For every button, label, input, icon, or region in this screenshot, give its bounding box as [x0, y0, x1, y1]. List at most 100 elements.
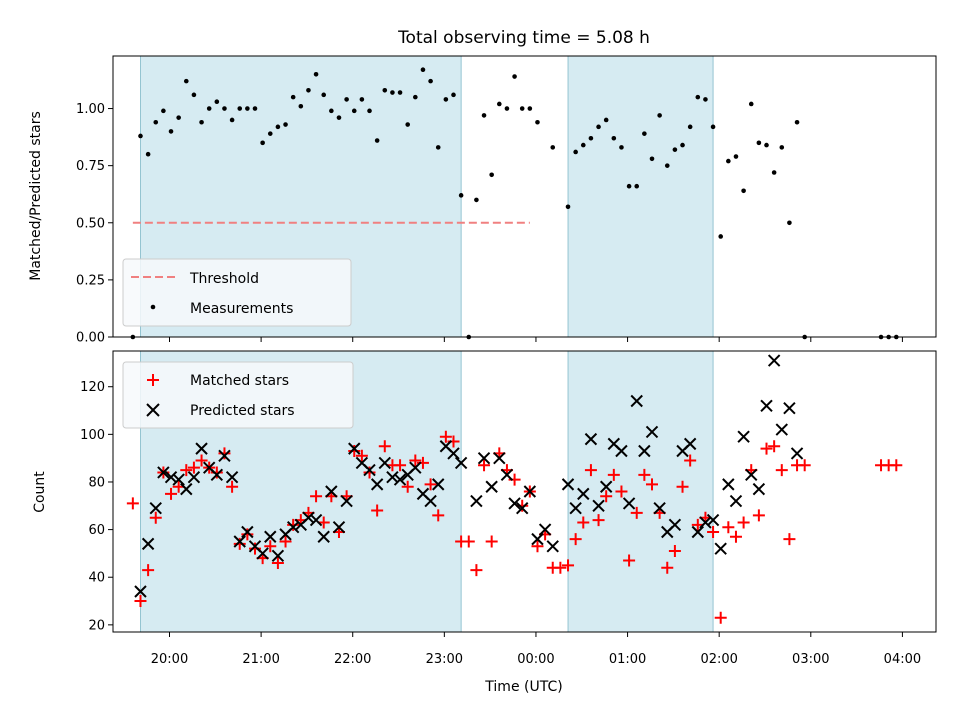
predicted-star-marker [470, 494, 483, 508]
matched-star-marker [187, 461, 200, 474]
predicted-star-marker [210, 468, 224, 482]
top-y-axis-label: Matched/Predicted stars [28, 111, 44, 281]
top-x-ticks [168, 337, 903, 342]
predicted-star-marker [302, 511, 315, 524]
predicted-star-marker [134, 585, 147, 598]
measurement-point [367, 108, 372, 114]
measurement-point [275, 124, 281, 130]
predicted-star-marker [745, 468, 758, 482]
matched-star-marker [134, 595, 147, 608]
matched-star-marker [661, 561, 674, 574]
predicted-star-marker [264, 530, 277, 543]
matched-star-marker [607, 468, 620, 481]
y-tick-label: 0.75 [76, 159, 105, 174]
matched-star-marker [462, 535, 475, 548]
predicted-star-marker [348, 442, 361, 455]
matched-star-marker [569, 533, 582, 546]
matched-legend-marker [147, 374, 159, 386]
predicted-star-marker [271, 549, 285, 563]
measurement-point [642, 131, 647, 136]
matched-star-marker [439, 430, 452, 443]
measurement-point [153, 119, 159, 125]
measurement-point [733, 154, 739, 159]
measurement-point [626, 183, 632, 189]
predicted-star-marker [615, 444, 628, 458]
x-tick-label: 20:00 [151, 652, 188, 667]
measurement-point [634, 183, 640, 189]
measurement-point [290, 94, 296, 100]
predicted-star-marker [454, 456, 468, 470]
x-tick-label: 23:00 [426, 652, 463, 667]
measurement-point [313, 71, 319, 77]
matched-star-marker [577, 516, 590, 529]
measurement-point [176, 115, 181, 120]
matched-star-marker [149, 511, 162, 524]
measurement-point [726, 158, 731, 164]
bottom-panel: 20 40 60 80 100 120 20:00 21:00 22:00 23:00 00:00… [32, 350, 937, 695]
measurement-point [596, 124, 601, 130]
predicted-star-marker [630, 394, 643, 408]
predicted-star-marker [195, 442, 208, 455]
matched-star-marker [890, 459, 903, 472]
predicted-star-marker [722, 478, 735, 491]
top-plot-frame [112, 55, 937, 338]
predicted-star-marker [164, 471, 178, 484]
predicted-star-marker [432, 478, 445, 491]
measurement-point [191, 92, 197, 98]
observing-interval [567, 350, 714, 633]
matched-star-marker [371, 504, 384, 517]
bottom-x-ticks: 20:00 21:00 22:00 23:00 00:00 01:00 02:00 03:00… [151, 632, 921, 667]
x-tick-label: 00:00 [517, 652, 554, 667]
measurement-point [741, 188, 746, 194]
predicted-star-marker [386, 471, 399, 484]
predicted-star-marker [653, 501, 666, 515]
x-tick-label: 01:00 [609, 652, 646, 667]
y-tick-label: 60 [88, 523, 105, 538]
matched-star-marker [348, 445, 361, 458]
predicted-star-marker [172, 473, 185, 486]
matched-star-marker [798, 459, 811, 472]
measurement-point [451, 92, 456, 98]
measurement-point [779, 145, 785, 150]
measurement-points [130, 67, 899, 340]
measurement-point [794, 119, 800, 125]
predicted-star-marker [683, 437, 697, 451]
measurement-point [649, 156, 655, 162]
matched-star-marker [287, 518, 300, 531]
matched-star-marker [615, 485, 628, 498]
predicted-star-marker [332, 521, 346, 534]
predicted-star-marker [508, 497, 521, 510]
predicted-star-marker [561, 478, 575, 491]
measurement-point [458, 193, 464, 198]
measurement-point [680, 142, 685, 148]
predicted-star-marker [516, 501, 529, 515]
measurement-point [321, 92, 327, 98]
predicted-star-marker [706, 513, 720, 527]
matched-star-marker [409, 454, 422, 467]
predicted-star-marker [500, 468, 514, 482]
measurement-point [588, 135, 594, 141]
matched-star-marker [760, 442, 773, 455]
top-y-ticks: 0.00 0.25 0.50 0.75 1.00 [76, 102, 113, 346]
predicted-legend-label: Predicted stars [190, 403, 295, 419]
x-tick-label: 03:00 [792, 652, 829, 667]
matched-star-marker [584, 464, 597, 477]
predicted-star-marker [645, 425, 659, 439]
predicted-star-marker [286, 521, 300, 534]
top-panel: 0.00 0.25 0.50 0.75 1.00 Matched/Predicted s… [28, 55, 937, 346]
predicted-star-marker [767, 354, 781, 367]
measurement-point [748, 101, 754, 107]
matched-star-marker [355, 449, 368, 462]
predicted-star-marker [592, 499, 605, 512]
predicted-star-marker [141, 537, 155, 551]
bottom-y-ticks: 20 40 60 80 100 120 [80, 380, 113, 633]
predicted-star-marker [340, 494, 353, 508]
y-tick-label: 20 [88, 618, 105, 633]
predicted-star-marker [523, 485, 537, 498]
measurement-point [565, 204, 571, 210]
predicted-star-marker [584, 432, 598, 446]
measurement-point [237, 106, 243, 111]
x-tick-label: 21:00 [242, 652, 279, 667]
measurements-legend-label: Measurements [190, 301, 293, 317]
matched-star-marker [478, 459, 491, 472]
